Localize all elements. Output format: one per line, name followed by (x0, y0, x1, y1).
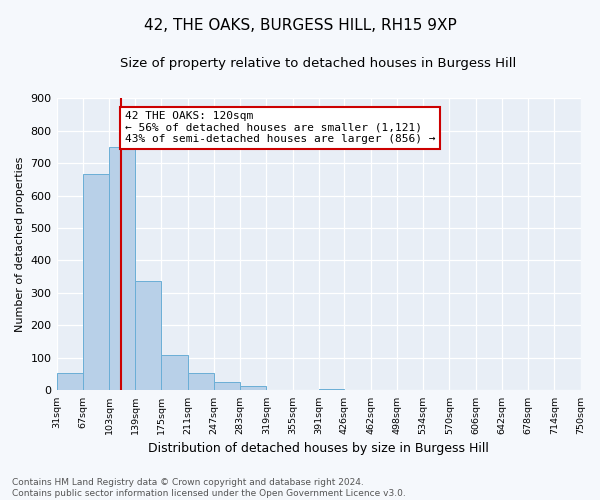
Bar (214, 382, 240, 390)
Bar (56, 372, 83, 390)
Text: 42, THE OAKS, BURGESS HILL, RH15 9XP: 42, THE OAKS, BURGESS HILL, RH15 9XP (143, 18, 457, 32)
Bar (83, 174, 109, 390)
Title: Size of property relative to detached houses in Burgess Hill: Size of property relative to detached ho… (121, 58, 517, 70)
Text: Contains HM Land Registry data © Crown copyright and database right 2024.
Contai: Contains HM Land Registry data © Crown c… (12, 478, 406, 498)
Bar (161, 354, 188, 390)
Bar (188, 373, 214, 390)
Bar (109, 147, 135, 390)
Y-axis label: Number of detached properties: Number of detached properties (15, 156, 25, 332)
Bar (319, 389, 344, 390)
Bar (240, 386, 266, 390)
X-axis label: Distribution of detached houses by size in Burgess Hill: Distribution of detached houses by size … (148, 442, 489, 455)
Bar (135, 280, 161, 390)
Text: 42 THE OAKS: 120sqm
← 56% of detached houses are smaller (1,121)
43% of semi-det: 42 THE OAKS: 120sqm ← 56% of detached ho… (125, 111, 435, 144)
